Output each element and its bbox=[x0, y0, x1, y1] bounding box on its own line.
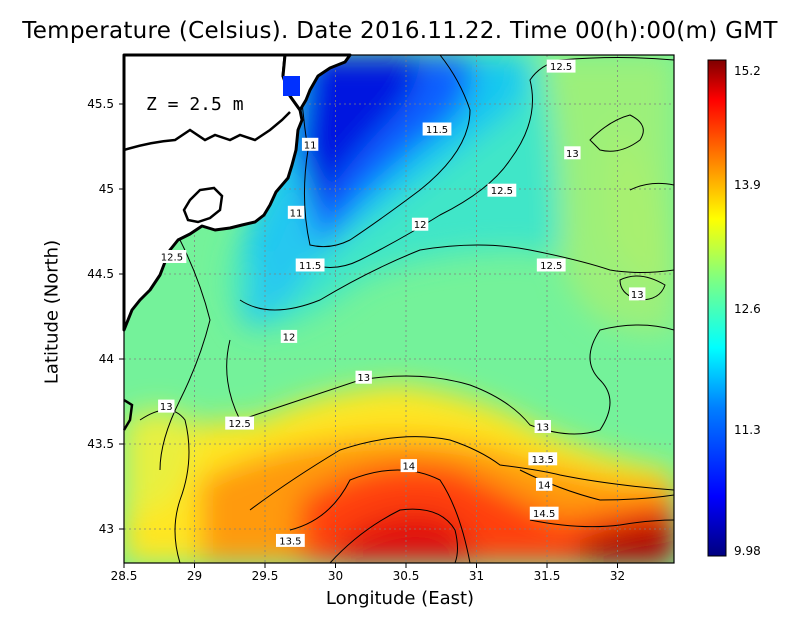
x-axis-label: Longitude (East) bbox=[325, 588, 475, 609]
contour-value-label: 11.5 bbox=[299, 261, 321, 272]
contour-label-background bbox=[411, 217, 429, 231]
contour-lines bbox=[139, 55, 674, 563]
contour-label-background bbox=[546, 59, 576, 73]
colorbar-tick-label: 13.9 bbox=[734, 178, 761, 192]
contour-value-label: 12.5 bbox=[540, 261, 562, 272]
colorbar-gradient bbox=[707, 59, 727, 557]
contour-label-background bbox=[487, 183, 517, 197]
y-tick-label: 45 bbox=[99, 182, 114, 196]
axis-tick-marks bbox=[119, 103, 618, 568]
x-tick-label: 30 bbox=[328, 569, 343, 583]
contour-label-background bbox=[629, 287, 646, 301]
cold-patch bbox=[283, 76, 300, 96]
temperature-field bbox=[124, 55, 674, 563]
contour-value-label: 12 bbox=[414, 220, 427, 231]
y-tick-label: 45.5 bbox=[87, 97, 114, 111]
colorbar-tick-label: 15.2 bbox=[734, 64, 761, 78]
contour-value-label: 11.5 bbox=[426, 125, 448, 136]
contour-value-label: 14 bbox=[538, 480, 551, 491]
contour-value-label: 11 bbox=[304, 140, 317, 151]
contour-labels: 12.5 11.5 13 11 12.5 11 12 12.5 11.5 12.5 13 12 13 13… bbox=[157, 59, 646, 547]
y-tick-label: 44 bbox=[99, 352, 114, 366]
contour-label-background bbox=[535, 477, 553, 491]
x-tick-label: 31.5 bbox=[534, 569, 561, 583]
contour-value-label: 14 bbox=[402, 462, 415, 473]
y-tick-labels: 45.5 45 44.5 44 43.5 43 bbox=[87, 97, 114, 536]
contour-value-label: 12.5 bbox=[550, 62, 572, 73]
x-tick-label: 29 bbox=[187, 569, 202, 583]
x-tick-labels: 28.5 29 29.5 30 30.5 31 31.5 32 bbox=[111, 569, 626, 583]
y-tick-label: 43.5 bbox=[87, 437, 114, 451]
contour-label-background bbox=[280, 329, 298, 343]
x-tick-label: 32 bbox=[610, 569, 625, 583]
y-tick-label: 43 bbox=[99, 522, 114, 536]
contour-label-background bbox=[400, 459, 418, 473]
colorbar-tick-label: 12.6 bbox=[734, 302, 761, 316]
contour-value-label: 12.5 bbox=[491, 186, 513, 197]
colorbar: 15.2 13.9 12.6 11.3 9.98 bbox=[707, 59, 761, 558]
contour-value-label: 13 bbox=[631, 290, 644, 301]
contour-label-background bbox=[528, 452, 558, 466]
depth-label: Z = 2.5 m bbox=[146, 94, 244, 115]
contour-label-background bbox=[536, 258, 566, 272]
contour-label-background bbox=[287, 205, 305, 219]
x-tick-label: 28.5 bbox=[111, 569, 138, 583]
colorbar-tick-label: 11.3 bbox=[734, 423, 761, 437]
contour-value-label: 12.5 bbox=[161, 253, 183, 264]
y-axis-label: Latitude (North) bbox=[41, 239, 63, 385]
map-title: Temperature (Celsius). Date 2016.11.22. … bbox=[22, 18, 778, 44]
contour-value-label: 11 bbox=[290, 208, 303, 219]
contour-label-background bbox=[157, 250, 187, 263]
contour-label-background bbox=[275, 533, 305, 547]
x-tick-label: 29.5 bbox=[252, 569, 279, 583]
contour-value-label: 13.5 bbox=[279, 536, 301, 547]
contour-value-label: 13 bbox=[160, 402, 173, 413]
contour-label-background bbox=[422, 122, 452, 136]
contour-value-label: 12.5 bbox=[228, 419, 250, 430]
x-tick-label: 31 bbox=[469, 569, 484, 583]
contour-label-background bbox=[301, 137, 319, 151]
contour-value-label: 13 bbox=[536, 423, 549, 434]
contour-label-background bbox=[158, 399, 175, 413]
plot-frame bbox=[123, 54, 675, 564]
colorbar-tick-label: 9.98 bbox=[734, 544, 761, 558]
contour-label-background bbox=[564, 146, 581, 160]
contour-value-label: 12 bbox=[283, 332, 296, 343]
contour-label-background bbox=[225, 416, 255, 430]
contour-label-background bbox=[534, 420, 551, 433]
land-mass bbox=[122, 53, 352, 431]
contour-value-label: 14.5 bbox=[533, 509, 555, 520]
contour-label-background bbox=[295, 258, 325, 272]
y-tick-label: 44.5 bbox=[87, 267, 114, 281]
contour-value-label: 13 bbox=[566, 149, 579, 160]
x-tick-label: 30.5 bbox=[393, 569, 420, 583]
contour-value-label: 13.5 bbox=[532, 455, 554, 466]
contour-value-label: 13 bbox=[357, 373, 370, 384]
contour-label-background bbox=[355, 370, 372, 384]
contour-label-background bbox=[529, 506, 559, 520]
